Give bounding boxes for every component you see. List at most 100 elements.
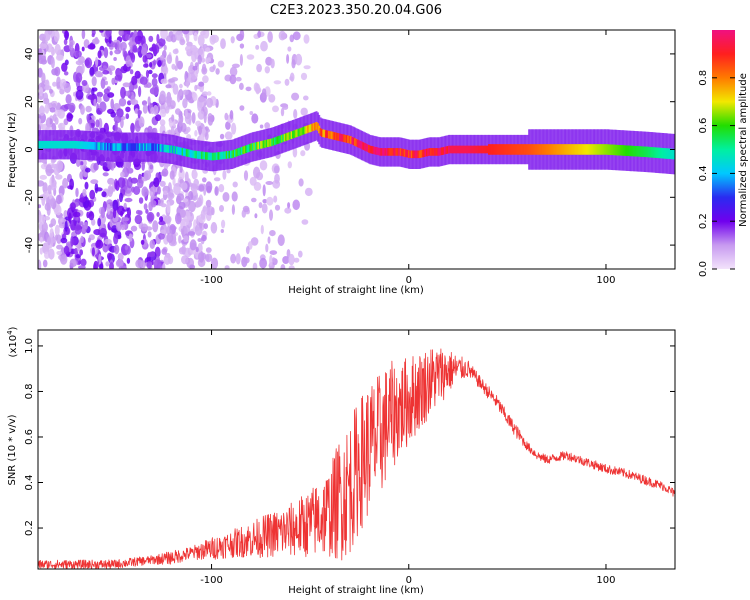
- spectrogram-noise-cell: [81, 80, 88, 86]
- spectrogram-noise-cell: [184, 171, 189, 184]
- spectrogram-ridge-cell: [343, 134, 346, 143]
- spectrogram-ridge-cell: [396, 148, 399, 156]
- spectrogram-noise-cell: [175, 212, 182, 225]
- spectrogram-noise-cell: [198, 184, 205, 192]
- spectrogram-y-tick-label: 0: [24, 146, 35, 152]
- spectrogram-ridge-cell: [83, 141, 86, 150]
- spectrogram-noise-cell: [282, 256, 290, 264]
- spectrogram-noise-cell: [95, 56, 99, 68]
- spectrogram-ridge-cell: [385, 148, 388, 156]
- spectrogram-ridge-cell: [174, 146, 177, 154]
- spectrogram-noise-cell: [286, 54, 290, 64]
- spectrogram-ridge-cell: [361, 141, 363, 150]
- spectrogram-ridge-cell: [395, 148, 398, 156]
- spectrogram-noise-cell: [204, 126, 209, 131]
- spectrogram-ridge-cell: [205, 152, 207, 160]
- spectrogram-noise-cell: [259, 124, 264, 129]
- spectrogram-ridge-cell: [89, 141, 92, 150]
- spectrogram-noise-cell: [74, 224, 82, 235]
- spectrogram-ridge-cell: [554, 144, 557, 155]
- spectrogram-noise-cell: [56, 234, 62, 244]
- spectrogram-noise-cell: [109, 50, 113, 56]
- spectrogram-ridge-cell: [67, 140, 69, 149]
- spectrogram-noise-cell: [62, 177, 69, 189]
- spectrogram-noise-cell: [143, 63, 149, 68]
- spectrogram-ridge-cell: [377, 147, 380, 156]
- spectrogram-noise-cell: [181, 30, 190, 35]
- spectrogram-ridge-cell: [206, 152, 209, 160]
- spectrogram-ridge-cell: [362, 142, 365, 150]
- spectrogram-noise-cell: [202, 177, 207, 183]
- spectrogram-noise-cell: [41, 55, 47, 63]
- spectrogram-ridge-cell: [229, 150, 232, 159]
- spectrogram-ridge-cell: [290, 131, 293, 139]
- spectrogram-noise-cell: [59, 88, 65, 95]
- spectrogram-noise-cell: [149, 239, 156, 249]
- snr-series-line: [38, 348, 675, 569]
- spectrogram-ridge-cell: [394, 148, 397, 156]
- spectrogram-noise-cell: [152, 44, 160, 55]
- spectrogram-noise-cell: [38, 180, 45, 187]
- spectrogram-noise-cell: [134, 214, 143, 225]
- spectrogram-noise-cell: [160, 229, 166, 234]
- spectrogram-noise-cell: [245, 86, 252, 92]
- spectrogram-noise-cell: [89, 189, 96, 200]
- spectrogram-ridge-cell: [243, 145, 246, 154]
- spectrogram-ridge-cell: [434, 148, 437, 156]
- spectrogram-panel: -100 0 100 -40 -20 0 20 40 Height of straight l…: [7, 29, 676, 296]
- spectrogram-noise-cell: [300, 107, 308, 116]
- spectrogram-noise-cell: [187, 72, 196, 83]
- spectrogram-ridge-cell: [452, 145, 455, 154]
- spectrogram-noise-cell: [210, 257, 219, 269]
- spectrogram-noise-cell: [217, 60, 225, 68]
- spectrogram-noise-cell: [303, 34, 310, 44]
- spectrogram-noise-cell: [201, 57, 206, 63]
- spectrogram-noise-cell: [288, 253, 295, 266]
- spectrogram-ridge-cell: [391, 148, 394, 156]
- spectrogram-ridge-cell: [307, 125, 310, 133]
- spectrogram-noise-cell: [147, 251, 156, 257]
- spectrogram-noise-cell: [49, 198, 54, 207]
- spectrogram-ridge-cell: [374, 147, 377, 155]
- spectrogram-ridge-cell: [604, 144, 606, 155]
- spectrogram-ridge-cell: [301, 127, 304, 135]
- spectrogram-noise-cell: [64, 30, 69, 41]
- spectrogram-ridge-cell: [663, 148, 666, 159]
- spectrogram-noise-cell: [292, 199, 301, 211]
- colorbar-ticks: 0.0 0.2 0.4 0.6 0.8: [698, 70, 735, 277]
- spectrogram-noise-cell: [201, 66, 208, 75]
- spectrogram-noise-cell: [72, 211, 81, 218]
- spectrogram-ridge-cell: [214, 152, 217, 161]
- spectrogram-ridge-cell: [158, 144, 161, 152]
- spectrogram-noise-cell: [156, 212, 160, 217]
- spectrogram-ridge-cell: [352, 137, 355, 146]
- spectrogram-ridge-cell: [573, 144, 576, 155]
- spectrogram-ridge-cell: [619, 145, 622, 156]
- spectrogram-noise-cell: [138, 86, 142, 98]
- spectrogram-noise-cell: [203, 30, 210, 39]
- spectrogram-noise-cell: [80, 164, 84, 170]
- spectrogram-ridge-cell: [448, 145, 450, 154]
- spectrogram-ridge-cell: [483, 145, 486, 154]
- spectrogram-ridge-cell: [637, 146, 640, 157]
- spectrogram-ridge-cell: [98, 142, 101, 150]
- spectrogram-ridge-cell: [181, 148, 184, 156]
- spectrogram-ridge-cell: [673, 148, 675, 160]
- spectrogram-noise-cell: [116, 205, 125, 216]
- spectrogram-ridge-cell: [645, 146, 648, 158]
- spectrogram-ridge-cell: [105, 142, 108, 151]
- spectrogram-ridge-cell: [398, 148, 401, 156]
- spectrogram-ridge-cell: [305, 125, 308, 134]
- spectrogram-noise-cell: [143, 203, 148, 211]
- spectrogram-noise-cell: [212, 64, 216, 70]
- spectrogram-ridge-cell: [528, 144, 531, 155]
- spectrogram-noise-cell: [45, 164, 53, 177]
- spectrogram-ridge-cell: [537, 144, 540, 155]
- spectrogram-ridge-cell: [321, 129, 323, 137]
- spectrogram-noise-cell: [66, 112, 73, 122]
- spectrogram-ridge-cell: [403, 149, 406, 157]
- spectrogram-noise-cell: [61, 62, 68, 72]
- spectrogram-noise-cell: [53, 30, 60, 43]
- spectrogram-ridge-cell: [281, 134, 283, 143]
- spectrogram-ridge-cell: [327, 130, 330, 139]
